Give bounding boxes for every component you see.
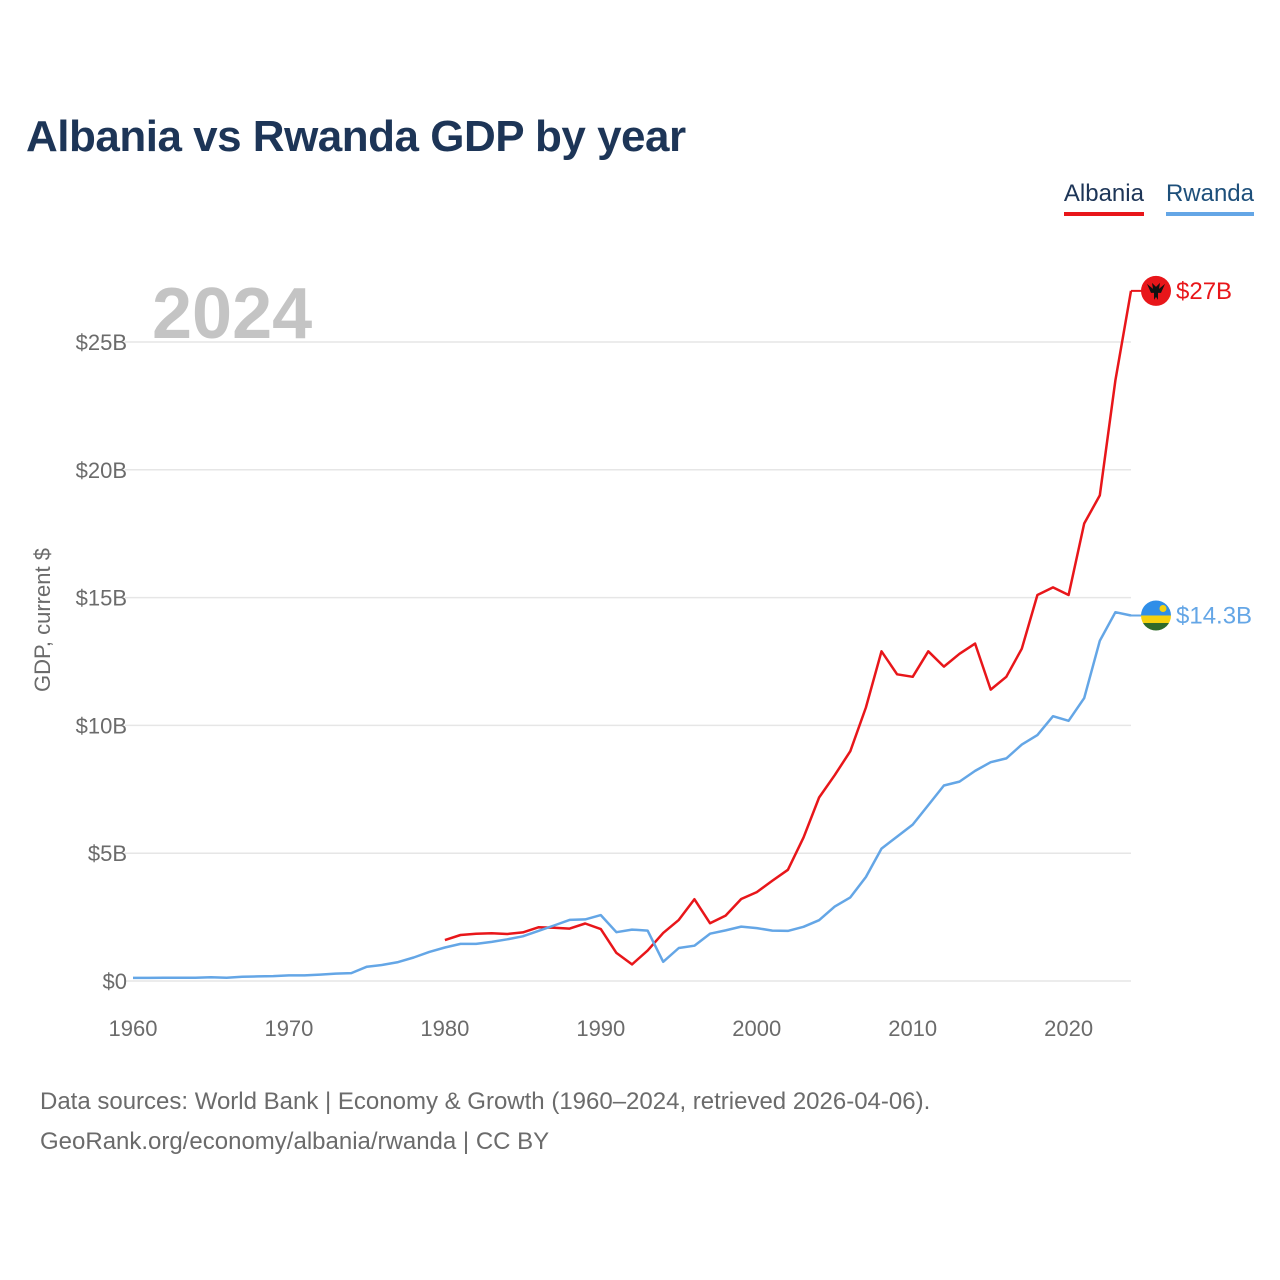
rwanda-flag-yellow bbox=[1141, 615, 1171, 623]
series-line-albania[interactable] bbox=[444, 290, 1133, 966]
end-value-label-rwanda: $14.3B bbox=[1176, 602, 1252, 629]
x-tick-label: 2020 bbox=[1044, 1016, 1093, 1041]
series-lines bbox=[133, 290, 1133, 980]
footer: Data sources: World Bank | Economy & Gro… bbox=[40, 1082, 930, 1162]
rwanda-flag-green bbox=[1141, 622, 1171, 631]
x-tick-label: 2000 bbox=[732, 1016, 781, 1041]
end-markers: $27B $14.3B bbox=[1131, 275, 1252, 631]
chart-title: Albania vs Rwanda GDP by year bbox=[26, 112, 686, 161]
data-sources-text: Data sources: World Bank | Economy & Gro… bbox=[40, 1088, 931, 1115]
y-tick-label: $5B bbox=[88, 841, 127, 866]
rwanda-flag-icon bbox=[1141, 600, 1171, 631]
y-tick-label: $15B bbox=[76, 586, 127, 611]
double-headed-eagle-icon bbox=[1147, 282, 1165, 300]
rwanda-flag-blue bbox=[1141, 600, 1171, 616]
rwanda-flag-stripes bbox=[1141, 600, 1171, 631]
y-axis-label: GDP, current $ bbox=[30, 548, 55, 692]
x-tick-label: 1980 bbox=[420, 1016, 469, 1041]
x-tick-label: 1960 bbox=[109, 1016, 158, 1041]
y-tick-label: $0 bbox=[103, 969, 127, 994]
end-value-label-albania: $27B bbox=[1176, 278, 1232, 305]
rwanda-flag-sun-icon bbox=[1159, 604, 1167, 612]
y-axis-ticks: $0 $5B $10B $15B $20B $25B bbox=[76, 330, 127, 994]
y-tick-label: $25B bbox=[76, 330, 127, 355]
legend-item-rwanda[interactable]: Rwanda bbox=[1165, 180, 1254, 216]
y-tick-label: $20B bbox=[76, 458, 127, 483]
x-tick-label: 1990 bbox=[576, 1016, 625, 1041]
albania-flag-icon bbox=[1141, 275, 1171, 306]
y-tick-label: $10B bbox=[76, 713, 127, 738]
year-watermark: 2024 bbox=[152, 274, 312, 354]
x-axis-ticks: 1960 1970 1980 1990 2000 2010 2020 bbox=[109, 1016, 1094, 1041]
attribution-text: GeoRank.org/economy/albania/rwanda | CC … bbox=[40, 1128, 550, 1155]
x-tick-label: 2010 bbox=[888, 1016, 937, 1041]
x-tick-label: 1970 bbox=[264, 1016, 313, 1041]
chart-legend: Albania Rwanda bbox=[1063, 180, 1254, 216]
gridlines bbox=[125, 341, 1131, 982]
legend-item-albania[interactable]: Albania bbox=[1063, 180, 1144, 216]
series-line-rwanda[interactable] bbox=[133, 610, 1132, 980]
